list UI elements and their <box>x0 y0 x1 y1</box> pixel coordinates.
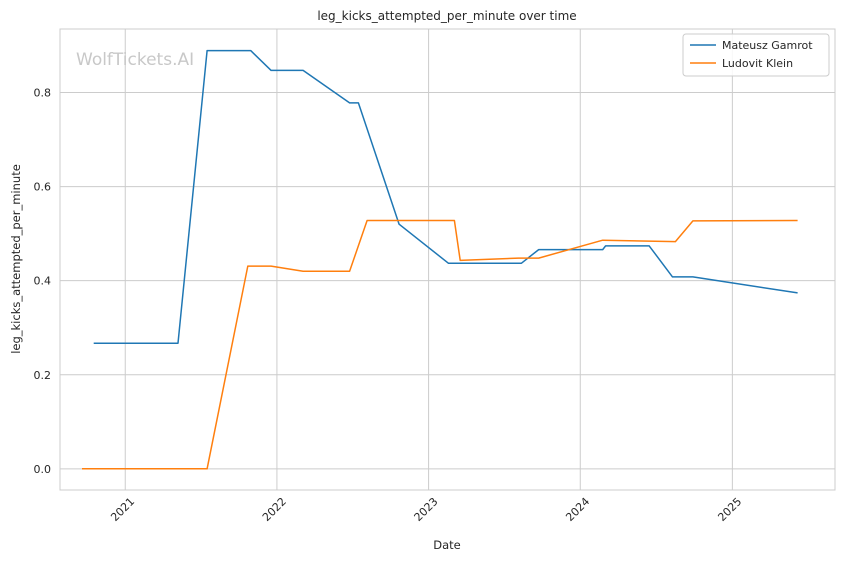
y-tick-label: 0.0 <box>34 463 52 476</box>
plot-frame <box>59 28 836 491</box>
y-axis: 0.0 0.2 0.4 0.6 0.8 <box>34 87 52 476</box>
x-axis-label: Date <box>433 538 461 552</box>
legend-label: Mateusz Gamrot <box>722 39 813 52</box>
legend: Mateusz Gamrot Ludovit Klein <box>682 33 830 77</box>
x-tick-label: 2024 <box>563 495 592 524</box>
x-tick-label: 2023 <box>412 495 441 524</box>
chart-title: leg_kicks_attempted_per_minute over time <box>317 9 576 23</box>
grid <box>60 29 835 490</box>
watermark: WolfTickets.AI <box>76 50 194 70</box>
x-tick-label: 2022 <box>260 495 289 524</box>
y-tick-label: 0.6 <box>34 181 52 194</box>
series-layer <box>82 49 798 470</box>
y-axis-label: leg_kicks_attempted_per_minute <box>9 164 23 354</box>
y-tick-label: 0.8 <box>34 87 52 100</box>
x-tick-label: 2025 <box>715 495 744 524</box>
legend-box <box>682 33 830 77</box>
y-tick-label: 0.2 <box>34 369 52 382</box>
y-tick-label: 0.4 <box>34 275 52 288</box>
series-line-1 <box>82 219 798 470</box>
x-axis: 2021 2022 2023 2024 2025 <box>108 495 744 524</box>
x-tick-label: 2021 <box>108 495 137 524</box>
legend-label: Ludovit Klein <box>722 57 793 70</box>
series-line-0 <box>93 49 798 344</box>
